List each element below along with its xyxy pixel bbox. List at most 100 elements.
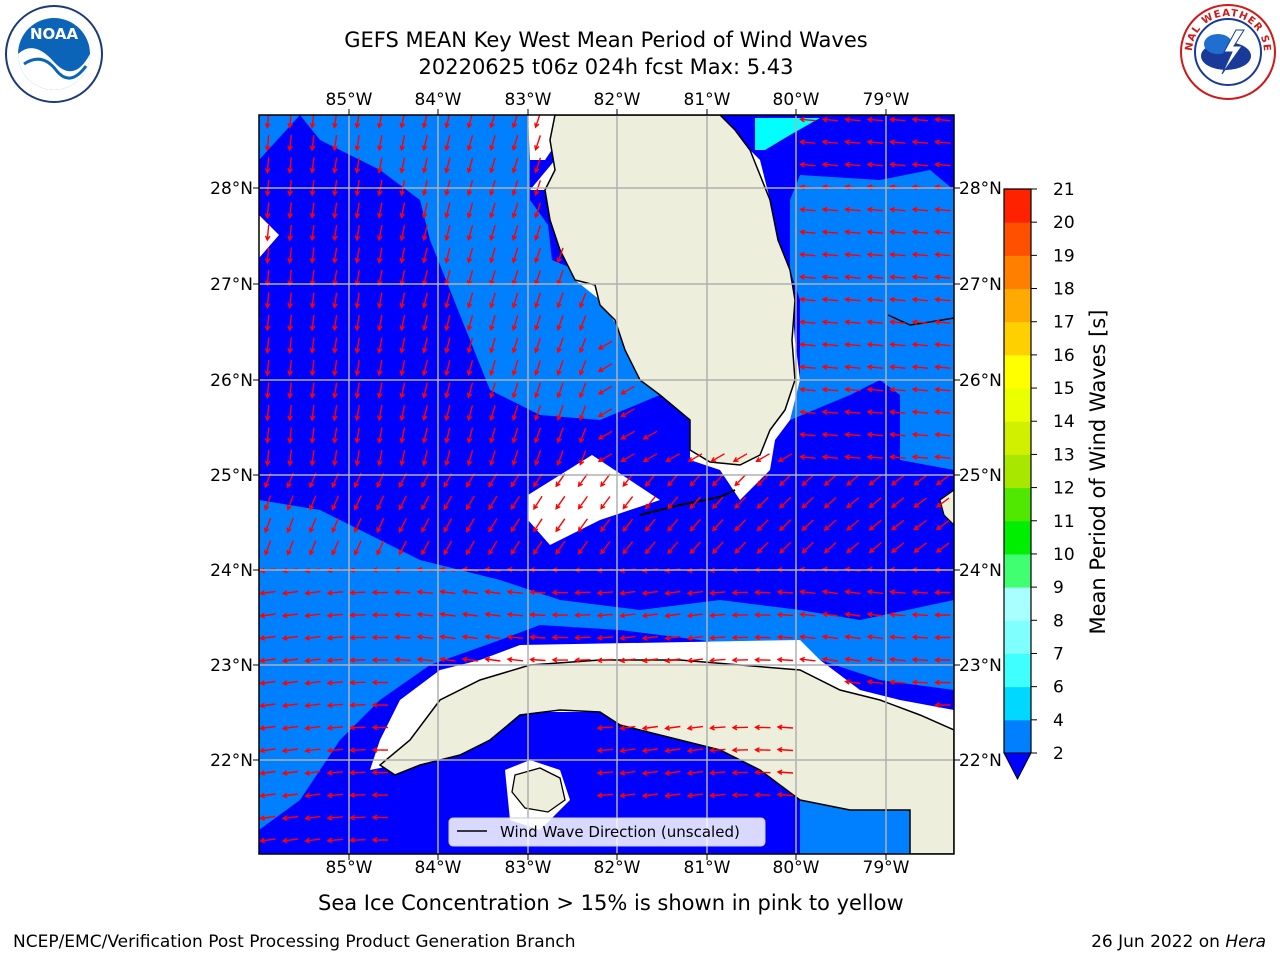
- wave-arrow: [533, 540, 543, 556]
- wave-arrow: [444, 270, 451, 287]
- wave-arrow: [304, 702, 321, 709]
- wave-arrow: [913, 519, 927, 531]
- wave-arrow: [529, 611, 546, 618]
- wave-arrow: [556, 337, 564, 354]
- wave-arrow: [354, 427, 361, 444]
- wave-arrow: [377, 427, 383, 444]
- wave-arrow: [287, 269, 293, 287]
- wave-arrow: [353, 517, 362, 534]
- wave-arrow: [619, 635, 636, 641]
- wave-arrow: [511, 135, 519, 152]
- wave-arrow: [421, 450, 428, 467]
- wave-arrow: [799, 656, 816, 663]
- wave-arrow: [465, 540, 475, 556]
- wave-arrow: [304, 792, 321, 799]
- wave-arrow: [371, 702, 389, 708]
- wave-arrow: [354, 247, 361, 264]
- wave-arrow: [421, 360, 428, 377]
- wave-arrow: [597, 453, 613, 463]
- wave-arrow: [354, 157, 361, 174]
- wave-arrow: [779, 474, 792, 487]
- wave-arrow: [597, 363, 613, 373]
- wave-arrow: [866, 386, 884, 393]
- wave-arrow: [534, 360, 542, 376]
- wave-arrow: [416, 589, 434, 595]
- wave-arrow: [889, 296, 906, 303]
- wave-arrow: [354, 224, 361, 242]
- lon-label-top: 79°W: [863, 90, 910, 110]
- wave-arrow: [377, 314, 383, 332]
- wave-arrow: [489, 247, 496, 264]
- wave-arrow: [620, 408, 635, 418]
- wave-arrow: [799, 319, 816, 325]
- wave-arrow: [308, 540, 317, 556]
- colorbar-tick-label: 4: [1053, 711, 1064, 731]
- wave-arrow: [596, 612, 614, 619]
- wave-arrow: [821, 274, 839, 280]
- wave-arrow: [754, 657, 771, 663]
- wave-arrow: [579, 405, 587, 421]
- wave-arrow: [349, 657, 366, 663]
- wave-arrow: [686, 612, 703, 619]
- wave-arrow: [421, 427, 428, 444]
- wave-arrow: [511, 405, 519, 422]
- wave-arrow: [913, 497, 927, 508]
- wave-arrow: [398, 517, 408, 534]
- wave-arrow: [354, 292, 361, 309]
- wave-arrow: [281, 680, 298, 686]
- wave-arrow: [799, 589, 816, 595]
- wave-arrow: [287, 157, 293, 174]
- wave-arrow: [776, 589, 794, 595]
- wave-arrow: [555, 473, 566, 488]
- wave-arrow: [354, 404, 361, 422]
- wave-arrow: [732, 453, 748, 463]
- wave-arrow: [332, 359, 338, 377]
- wave-arrow: [641, 657, 658, 664]
- wave-arrow: [534, 247, 542, 264]
- wave-arrow: [349, 634, 366, 641]
- wave-arrow: [620, 430, 635, 440]
- wave-arrow: [281, 815, 298, 821]
- wave-arrow: [309, 337, 316, 354]
- wave-arrow: [377, 449, 383, 467]
- wave-arrow: [394, 589, 411, 596]
- wave-arrow: [844, 454, 861, 460]
- wave-arrow: [304, 770, 321, 776]
- wave-arrow: [799, 116, 816, 123]
- wave-arrow: [911, 229, 929, 235]
- wave-arrow: [844, 589, 861, 595]
- lat-label-right: 27°N: [959, 275, 1002, 295]
- wave-arrow: [421, 292, 428, 309]
- wave-arrow: [264, 202, 271, 219]
- wave-arrow: [756, 474, 769, 487]
- wave-arrow: [421, 405, 428, 422]
- wave-arrow: [309, 405, 316, 422]
- wave-arrow: [326, 657, 344, 664]
- colorbar-tick-label: 14: [1053, 412, 1075, 432]
- wave-arrow: [371, 724, 389, 731]
- wave-arrow: [777, 453, 793, 463]
- wave-arrow: [776, 656, 794, 663]
- wave-arrow: [889, 364, 906, 370]
- lat-label-right: 22°N: [959, 751, 1002, 771]
- wave-arrow: [667, 496, 679, 510]
- wave-arrow: [394, 634, 411, 641]
- wave-arrow: [444, 337, 451, 354]
- colorbar-swatch: [1004, 487, 1031, 522]
- wave-arrow: [332, 449, 338, 467]
- lat-label-left: 25°N: [210, 466, 253, 486]
- wave-arrow: [534, 202, 542, 219]
- wave-arrow: [866, 431, 884, 438]
- wave-arrow: [821, 589, 838, 595]
- wave-arrow: [304, 725, 321, 731]
- wave-arrow: [489, 202, 496, 219]
- wave-arrow: [934, 296, 951, 303]
- wave-arrow: [326, 702, 344, 709]
- wave-arrow: [641, 725, 658, 731]
- wave-arrow: [799, 611, 816, 618]
- wave-arrow: [484, 634, 501, 640]
- wave-arrow: [399, 135, 406, 152]
- wave-arrow: [911, 296, 929, 303]
- wave-arrow: [889, 656, 906, 663]
- wave-arrow: [779, 519, 792, 532]
